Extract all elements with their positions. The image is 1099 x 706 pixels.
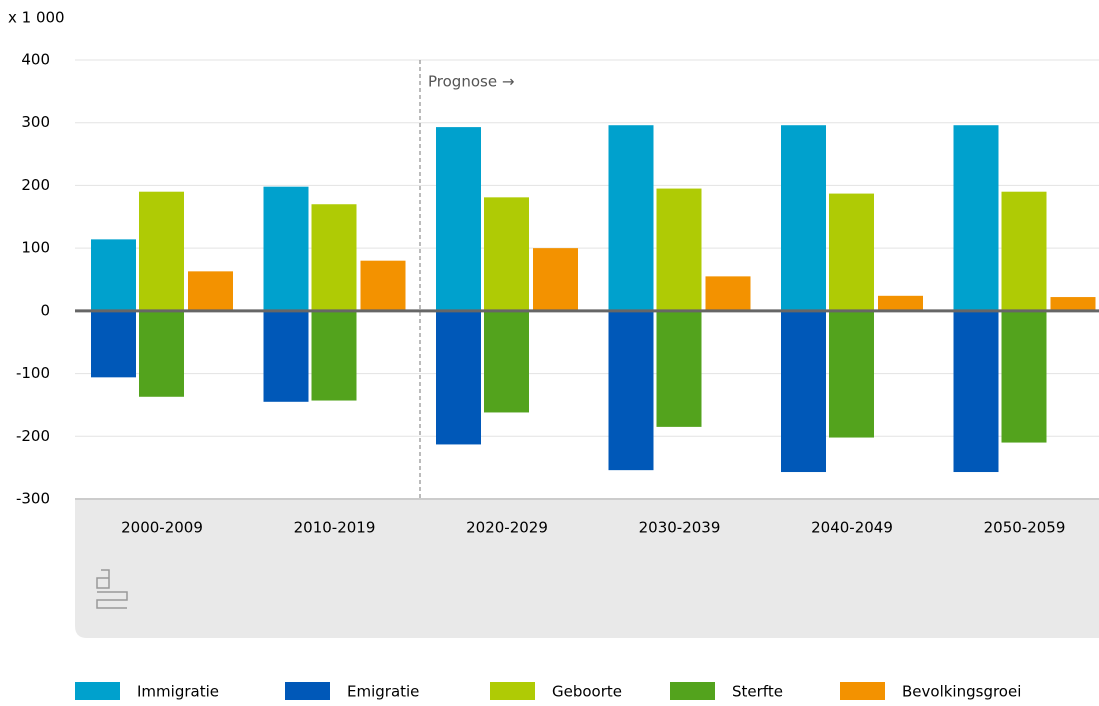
bar [878, 295, 923, 311]
legend-label: Sterfte [732, 683, 783, 701]
y-tick-label: 0 [40, 301, 50, 319]
bar [139, 310, 184, 397]
y-tick-label: -200 [16, 427, 50, 445]
legend-label: Geboorte [552, 683, 622, 701]
bar [1001, 191, 1047, 311]
bar [829, 310, 874, 438]
legend-swatch [670, 682, 715, 700]
bar [953, 310, 999, 473]
bar [436, 310, 481, 445]
y-tick-label: -300 [16, 490, 50, 508]
bar [91, 310, 136, 378]
y-tick-label: 100 [21, 239, 50, 257]
bar [139, 191, 184, 311]
bar [360, 260, 406, 311]
x-tick-label: 2000-2009 [121, 519, 203, 537]
bar [263, 310, 309, 402]
bar [656, 188, 702, 311]
bar [188, 271, 233, 311]
legend-label: Immigratie [137, 683, 219, 701]
category-panel [75, 500, 1099, 638]
y-tick-label: 300 [21, 113, 50, 131]
legend-swatch [75, 682, 120, 700]
y-tick-label: -100 [16, 364, 50, 382]
x-tick-label: 2040-2049 [811, 519, 893, 537]
x-tick-label: 2050-2059 [984, 519, 1066, 537]
x-tick-label: 2020-2029 [466, 519, 548, 537]
bar [533, 248, 578, 311]
bar [484, 310, 529, 413]
bar [608, 310, 654, 471]
bar [781, 310, 826, 473]
x-tick-label: 2010-2019 [294, 519, 376, 537]
bar [91, 239, 136, 311]
y-tick-label: 400 [21, 51, 50, 69]
y-tick-label: 200 [21, 176, 50, 194]
y-unit-label: x 1 000 [8, 9, 65, 27]
x-tick-label: 2030-2039 [639, 519, 721, 537]
bar [953, 125, 999, 311]
bar [829, 193, 874, 311]
cbs-logo [96, 569, 128, 609]
annotation: Prognose → [428, 73, 514, 91]
legend-swatch [490, 682, 535, 700]
bar [311, 310, 357, 401]
bar [1001, 310, 1047, 443]
bar [608, 125, 654, 311]
bar [436, 127, 481, 311]
bar [781, 125, 826, 311]
bar [263, 186, 309, 311]
bar [705, 276, 751, 311]
bar [311, 204, 357, 311]
legend-swatch [285, 682, 330, 700]
legend-label: Bevolkingsgroei [902, 683, 1021, 701]
bar [1050, 297, 1096, 311]
bar [656, 310, 702, 427]
legend-swatch [840, 682, 885, 700]
bar [484, 197, 529, 311]
legend-label: Emigratie [347, 683, 419, 701]
